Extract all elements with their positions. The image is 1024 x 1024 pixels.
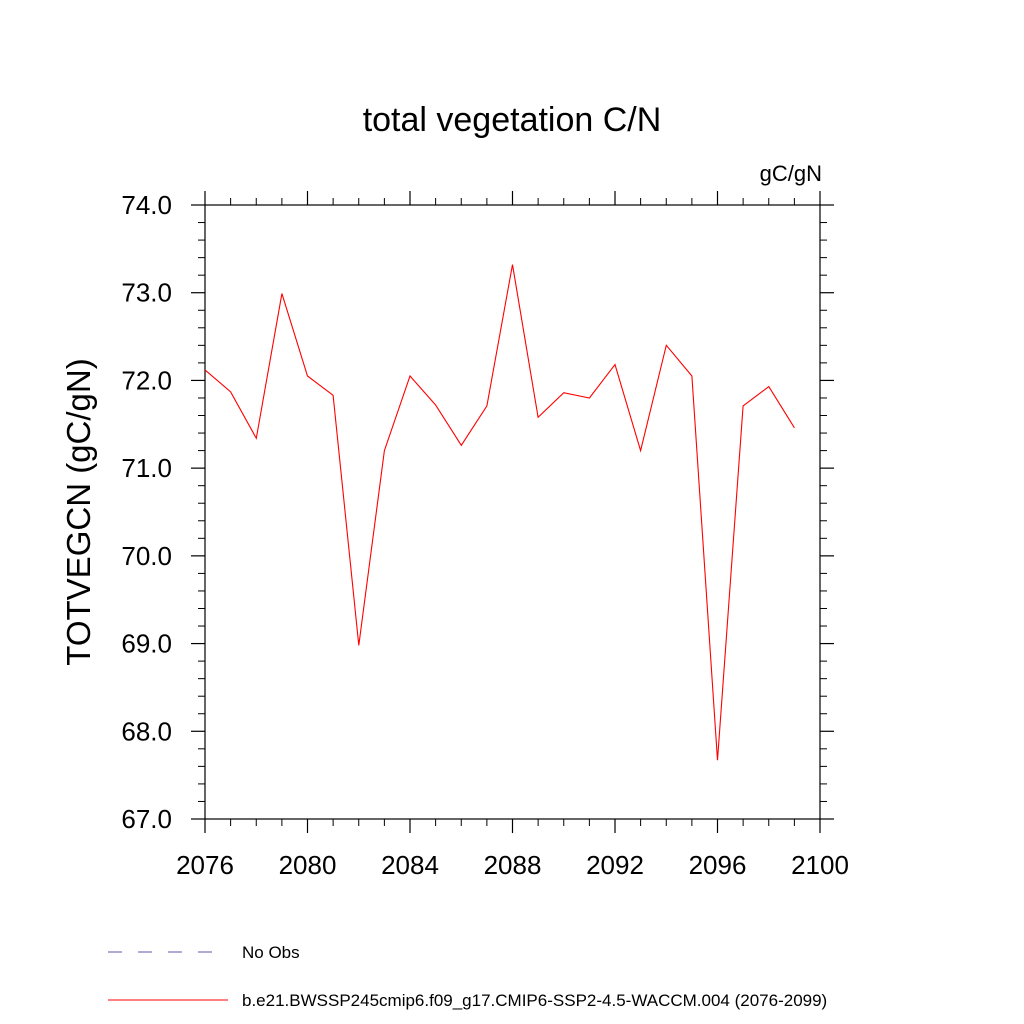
plot-frame bbox=[204, 204, 821, 820]
y-tick-label: 68.0 bbox=[121, 716, 172, 746]
y-tick-label: 70.0 bbox=[121, 541, 172, 571]
axes: 2076 2080 2084 2088 2092 2096 2100 67.0 68.0 69.0… bbox=[121, 190, 849, 880]
y-tick-label: 72.0 bbox=[121, 365, 172, 395]
legend-label: No Obs bbox=[242, 943, 300, 962]
units-label: gC/gN bbox=[760, 161, 822, 186]
y-tick-label: 67.0 bbox=[121, 804, 172, 834]
legend: No Obs b.e21.BWSSP245cmip6.f09_g17.CMIP6-… bbox=[108, 943, 827, 1010]
x-tick-label: 2100 bbox=[791, 850, 849, 880]
series-lines bbox=[204, 264, 795, 761]
x-tick-label: 2092 bbox=[586, 850, 644, 880]
y-tick-label: 71.0 bbox=[121, 453, 172, 483]
y-axis-label: TOTVEGCN (gC/gN) bbox=[60, 358, 97, 665]
chart-title: total vegetation C/N bbox=[363, 101, 662, 139]
x-tick-label: 2096 bbox=[689, 850, 747, 880]
series-line bbox=[204, 264, 795, 761]
legend-label: b.e21.BWSSP245cmip6.f09_g17.CMIP6-SSP2-4… bbox=[242, 991, 827, 1010]
x-tick-label: 2080 bbox=[279, 850, 337, 880]
x-tick-label: 2088 bbox=[484, 850, 542, 880]
y-tick-label: 73.0 bbox=[121, 278, 172, 308]
y-tick-label: 69.0 bbox=[121, 629, 172, 659]
x-tick-label: 2076 bbox=[176, 850, 234, 880]
y-tick-label: 74.0 bbox=[121, 190, 172, 220]
x-tick-label: 2084 bbox=[381, 850, 439, 880]
